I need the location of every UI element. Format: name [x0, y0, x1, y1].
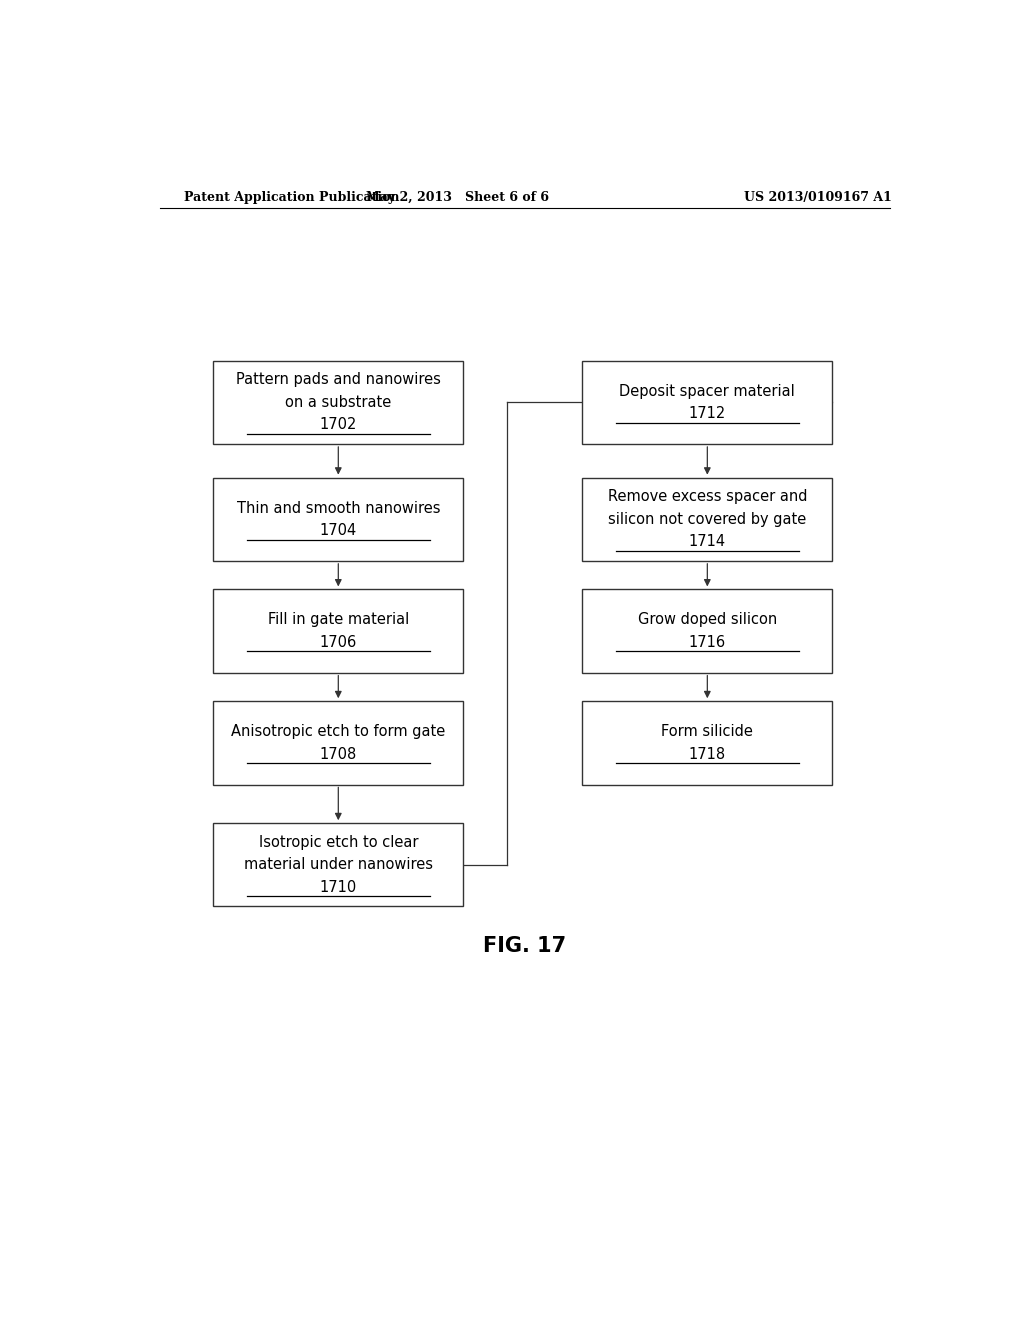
Text: on a substrate: on a substrate: [285, 395, 391, 409]
Bar: [583, 478, 833, 561]
Text: Deposit spacer material: Deposit spacer material: [620, 384, 796, 399]
Bar: [213, 589, 463, 673]
Text: Pattern pads and nanowires: Pattern pads and nanowires: [236, 372, 440, 388]
Text: 1718: 1718: [689, 747, 726, 762]
Text: 1708: 1708: [319, 747, 357, 762]
Text: May 2, 2013   Sheet 6 of 6: May 2, 2013 Sheet 6 of 6: [366, 190, 549, 203]
Text: Anisotropic etch to form gate: Anisotropic etch to form gate: [231, 725, 445, 739]
Bar: [213, 701, 463, 784]
Text: FIG. 17: FIG. 17: [483, 936, 566, 956]
Text: 1716: 1716: [689, 635, 726, 649]
Text: Patent Application Publication: Patent Application Publication: [183, 190, 399, 203]
Text: US 2013/0109167 A1: US 2013/0109167 A1: [744, 190, 892, 203]
Text: Isotropic etch to clear: Isotropic etch to clear: [258, 836, 418, 850]
Bar: [583, 701, 833, 784]
Text: material under nanowires: material under nanowires: [244, 857, 433, 873]
Text: 1710: 1710: [319, 879, 357, 895]
Text: Form silicide: Form silicide: [662, 725, 754, 739]
Text: 1706: 1706: [319, 635, 357, 649]
Text: silicon not covered by gate: silicon not covered by gate: [608, 512, 807, 527]
Text: 1714: 1714: [689, 535, 726, 549]
Text: Fill in gate material: Fill in gate material: [267, 612, 409, 627]
Bar: [583, 360, 833, 444]
Text: Thin and smooth nanowires: Thin and smooth nanowires: [237, 500, 440, 516]
Bar: [213, 478, 463, 561]
Bar: [583, 589, 833, 673]
Text: Grow doped silicon: Grow doped silicon: [638, 612, 777, 627]
Bar: [213, 360, 463, 444]
Text: 1702: 1702: [319, 417, 357, 432]
Bar: [213, 824, 463, 907]
Text: Remove excess spacer and: Remove excess spacer and: [607, 490, 807, 504]
Text: 1712: 1712: [689, 407, 726, 421]
Text: 1704: 1704: [319, 523, 357, 539]
